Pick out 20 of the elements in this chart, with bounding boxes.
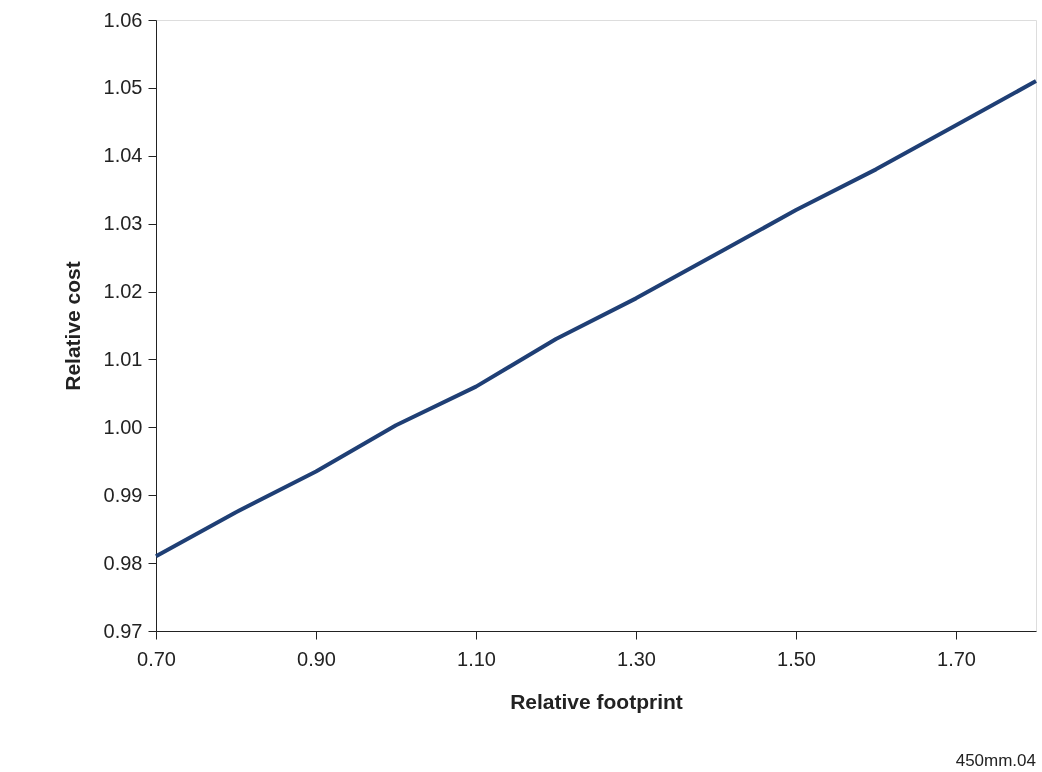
y-tick-label: 1.06 <box>103 8 143 31</box>
line-series <box>154 79 1038 559</box>
y-tick-label: 1.03 <box>103 212 143 235</box>
x-tick-label: 1.70 <box>937 647 976 670</box>
x-tick-label: 1.30 <box>617 647 656 670</box>
x-tick-label: 1.50 <box>777 647 816 670</box>
y-tick-label: 0.99 <box>103 483 143 506</box>
x-tick-label: 0.90 <box>297 647 336 670</box>
x-tick-label: 1.10 <box>457 647 496 670</box>
y-tick-label: 0.98 <box>103 551 143 574</box>
x-axis-title: Relative footprint <box>510 689 683 713</box>
y-tick-label: 1.01 <box>103 347 143 370</box>
text: 450mm.04 <box>955 751 1036 770</box>
y-tick-label: 1.04 <box>103 144 143 167</box>
y-tick-label: 0.97 <box>103 619 143 642</box>
y-tick-label: 1.02 <box>103 280 143 303</box>
x-tick-label: 0.70 <box>137 647 176 670</box>
y-tick-label: 1.05 <box>103 76 143 99</box>
y-tick-label: 1.00 <box>103 415 143 438</box>
y-axis-title: Relative cost <box>60 261 84 391</box>
